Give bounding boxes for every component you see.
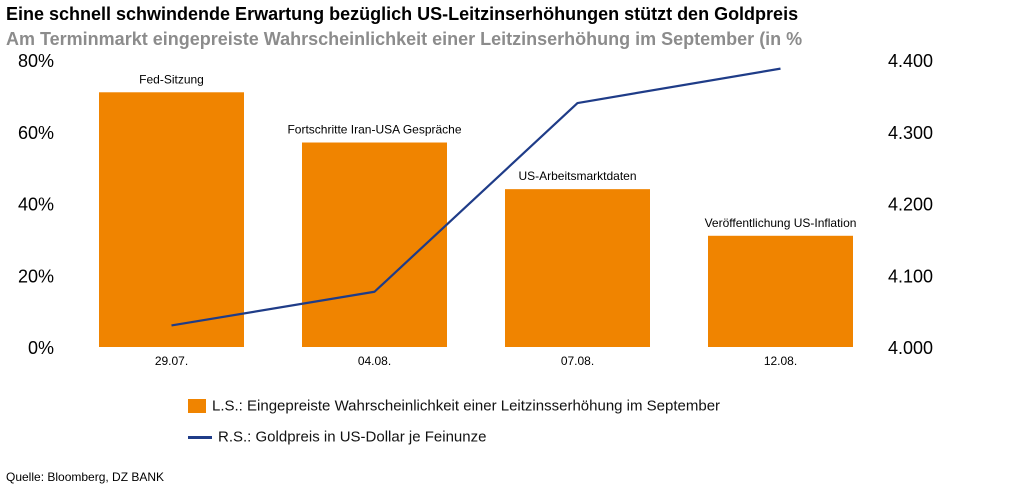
right-axis-tick-label: 4.000	[888, 338, 933, 358]
legend-swatch-bar	[188, 399, 206, 414]
left-axis-tick-label: 0%	[28, 338, 54, 358]
bar	[505, 189, 650, 347]
legend-label-bars: L.S.: Eingepreiste Wahrscheinlichkeit ei…	[212, 397, 721, 415]
bar-annotation: Fed-Sitzung	[139, 72, 204, 86]
bar-annotation: Fortschritte Iran-USA Gespräche	[287, 123, 461, 137]
chart-canvas: 0% 20% 40% 60% 80% 4.000 4.100 4.200 4.300 4.400 F…	[18, 51, 933, 368]
right-axis-tick-label: 4.400	[888, 51, 933, 71]
legend-swatch-line	[188, 435, 212, 439]
legend-item-bars: L.S.: Eingepreiste Wahrscheinlichkeit ei…	[188, 397, 720, 415]
bar-annotation: US-Arbeitsmarktdaten	[518, 169, 636, 183]
legend-item-line: R.S.: Goldpreis in US-Dollar je Feinunze	[188, 428, 486, 446]
left-axis-tick-label: 40%	[18, 195, 54, 215]
x-axis-tick-label: 07.08.	[561, 354, 594, 368]
right-axis-tick-label: 4.200	[888, 195, 933, 215]
bar-annotation: Veröffentlichung US-Inflation	[705, 216, 857, 230]
x-axis-tick-label: 29.07.	[155, 354, 188, 368]
chart-title: Eine schnell schwindende Erwartung bezüg…	[6, 4, 799, 24]
x-axis-tick-label: 12.08.	[764, 354, 797, 368]
gold-price-line	[171, 67, 781, 327]
left-axis-tick-label: 60%	[18, 123, 54, 143]
right-axis-tick-label: 4.100	[888, 266, 933, 286]
bar	[302, 142, 447, 347]
chart-subtitle: Am Terminmarkt eingepreiste Wahrscheinli…	[6, 29, 803, 49]
bar	[708, 235, 853, 347]
source-note: Quelle: Bloomberg, DZ BANK	[6, 470, 165, 484]
left-axis-tick-label: 20%	[18, 266, 54, 286]
x-axis-tick-label: 04.08.	[358, 354, 391, 368]
bar	[99, 92, 244, 347]
left-axis-tick-label: 80%	[18, 51, 54, 71]
right-axis-tick-label: 4.300	[888, 123, 933, 143]
legend-label-line: R.S.: Goldpreis in US-Dollar je Feinunze	[218, 428, 487, 446]
